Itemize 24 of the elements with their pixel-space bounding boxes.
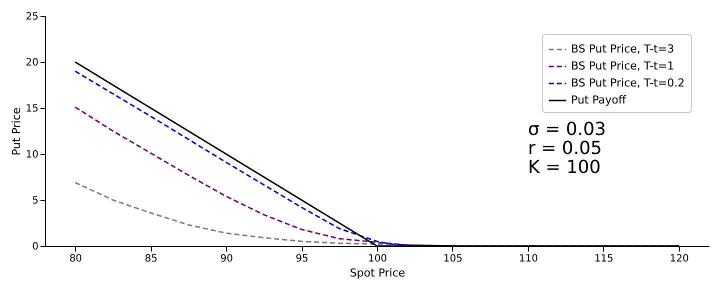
- y-tick-label: 25: [26, 12, 38, 22]
- x-tick-label: 110: [518, 254, 538, 264]
- x-tick-label: 90: [220, 254, 233, 264]
- legend-label: BS Put Price, T-t=3: [571, 42, 674, 56]
- y-tick-label: 0: [32, 242, 38, 252]
- x-tick-label: 115: [594, 254, 614, 264]
- x-axis-title: Spot Price: [350, 266, 406, 280]
- x-tick-label: 120: [670, 254, 689, 264]
- legend-label: Put Payoff: [571, 94, 626, 106]
- x-tick-label: 80: [69, 254, 82, 264]
- legend-label: BS Put Price, T-t=0.2: [571, 76, 685, 90]
- y-axis-title: Put Price: [10, 107, 23, 156]
- x-tick-label: 85: [144, 254, 158, 264]
- x-tick-label: 100: [368, 254, 388, 264]
- x-tick-label: 105: [443, 254, 462, 264]
- x-tick-label: 95: [296, 254, 308, 264]
- legend-label: BS Put Price, T-t=1: [571, 60, 674, 72]
- y-tick-label: 15: [26, 104, 38, 114]
- y-tick-label: 20: [26, 58, 38, 68]
- annotation: K = 100: [528, 157, 601, 178]
- annotation: σ = 0.03: [528, 119, 606, 140]
- y-tick-label: 10: [26, 150, 38, 160]
- y-tick-label: 5: [32, 196, 38, 206]
- annotation: r = 0.05: [528, 138, 602, 159]
